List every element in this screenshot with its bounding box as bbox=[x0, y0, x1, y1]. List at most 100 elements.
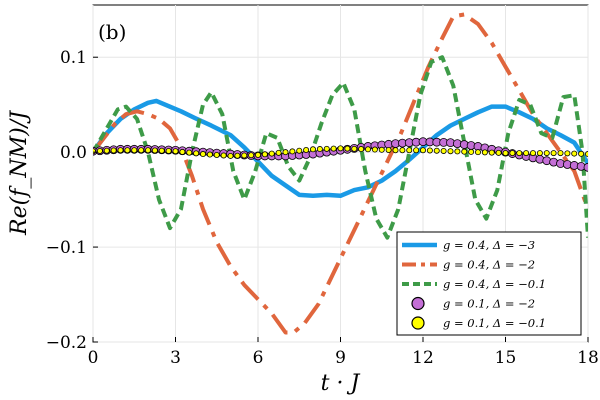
data-point bbox=[543, 150, 550, 157]
legend-label: g = 0.4, Δ = −0.1 bbox=[443, 277, 546, 291]
x-tick-label: 15 bbox=[495, 348, 517, 368]
data-point bbox=[179, 148, 186, 155]
data-point bbox=[103, 147, 110, 154]
data-point bbox=[557, 150, 564, 157]
data-point bbox=[193, 150, 200, 157]
data-point bbox=[165, 147, 172, 154]
series-1-line bbox=[93, 98, 588, 199]
legend-marker bbox=[411, 316, 425, 330]
data-point bbox=[385, 147, 392, 154]
data-point bbox=[378, 146, 385, 153]
y-tick-label: −0.1 bbox=[46, 238, 87, 258]
data-point bbox=[117, 147, 124, 154]
data-point bbox=[206, 151, 213, 158]
data-point bbox=[578, 150, 585, 157]
data-point bbox=[289, 148, 296, 155]
data-point bbox=[474, 149, 481, 156]
x-tick-label: 12 bbox=[412, 348, 434, 368]
data-point bbox=[426, 147, 433, 154]
data-point bbox=[344, 145, 351, 152]
data-point bbox=[309, 146, 316, 153]
data-point bbox=[392, 147, 399, 154]
data-point bbox=[227, 152, 234, 159]
data-point bbox=[261, 151, 268, 158]
ticks: 0 3 6 9 12 15 18 −0.2 −0.1 0.0 0.1 bbox=[46, 48, 599, 368]
data-point bbox=[571, 150, 578, 157]
series-layer bbox=[93, 12, 588, 335]
x-tick-label: 9 bbox=[335, 348, 346, 368]
data-point bbox=[495, 149, 502, 156]
data-point bbox=[447, 148, 454, 155]
data-point bbox=[406, 147, 413, 154]
data-point bbox=[254, 151, 261, 158]
data-point bbox=[440, 147, 447, 154]
data-point bbox=[399, 147, 406, 154]
data-point bbox=[213, 151, 220, 158]
data-point bbox=[323, 145, 330, 152]
series-5-markers bbox=[93, 145, 588, 159]
x-tick-label: 3 bbox=[170, 348, 181, 368]
data-point bbox=[234, 152, 241, 159]
data-point bbox=[248, 152, 255, 159]
data-point bbox=[220, 152, 227, 159]
data-point bbox=[564, 150, 571, 157]
data-point bbox=[585, 151, 588, 158]
data-point bbox=[303, 147, 310, 154]
data-point bbox=[509, 150, 516, 157]
data-point bbox=[110, 147, 117, 154]
x-axis-label: t · J bbox=[321, 371, 361, 396]
data-point bbox=[296, 147, 303, 154]
data-point bbox=[124, 147, 131, 154]
data-point bbox=[481, 149, 488, 156]
legend-label: g = 0.4, Δ = −2 bbox=[443, 258, 535, 272]
data-point bbox=[364, 146, 371, 153]
legend-label: g = 0.1, Δ = −0.1 bbox=[443, 316, 546, 330]
data-point bbox=[151, 147, 158, 154]
y-axis-label: Re(f_NM)/J bbox=[7, 110, 32, 236]
data-point bbox=[93, 148, 96, 155]
x-tick-label: 18 bbox=[577, 348, 599, 368]
data-point bbox=[316, 146, 323, 153]
data-point bbox=[530, 150, 537, 157]
data-point bbox=[351, 145, 358, 152]
data-point bbox=[268, 150, 275, 157]
y-tick-label: 0.0 bbox=[60, 143, 87, 163]
data-point bbox=[138, 147, 145, 154]
data-point bbox=[454, 148, 461, 155]
data-point bbox=[275, 149, 282, 156]
y-tick-label: 0.1 bbox=[60, 48, 87, 68]
data-point bbox=[96, 147, 103, 154]
data-point bbox=[241, 152, 248, 159]
legend-label: g = 0.4, Δ = −3 bbox=[443, 238, 535, 252]
x-tick-label: 0 bbox=[88, 348, 99, 368]
data-point bbox=[550, 150, 557, 157]
data-point bbox=[502, 150, 509, 157]
data-point bbox=[583, 162, 588, 172]
data-point bbox=[468, 148, 475, 155]
data-point bbox=[172, 148, 179, 155]
data-point bbox=[186, 149, 193, 156]
series-3-line bbox=[93, 55, 588, 240]
data-point bbox=[461, 148, 468, 155]
data-point bbox=[413, 147, 420, 154]
legend-marker bbox=[411, 296, 425, 311]
data-point bbox=[199, 151, 206, 158]
series-2-line bbox=[93, 12, 588, 335]
data-point bbox=[144, 147, 151, 154]
legend-label: g = 0.1, Δ = −2 bbox=[443, 297, 535, 311]
data-point bbox=[523, 150, 530, 157]
data-point bbox=[516, 150, 523, 157]
data-point bbox=[282, 149, 289, 156]
data-point bbox=[488, 149, 495, 156]
data-point bbox=[330, 145, 337, 152]
data-point bbox=[536, 150, 543, 157]
data-point bbox=[358, 146, 365, 153]
y-tick-label: −0.2 bbox=[46, 333, 87, 353]
data-point bbox=[131, 147, 138, 154]
data-point bbox=[419, 147, 426, 154]
data-point bbox=[337, 145, 344, 152]
data-point bbox=[371, 146, 378, 153]
panel-label: (b) bbox=[98, 20, 126, 44]
legend: g = 0.4, Δ = −3 g = 0.4, Δ = −2 g = 0.4, Δ… bbox=[396, 231, 582, 336]
